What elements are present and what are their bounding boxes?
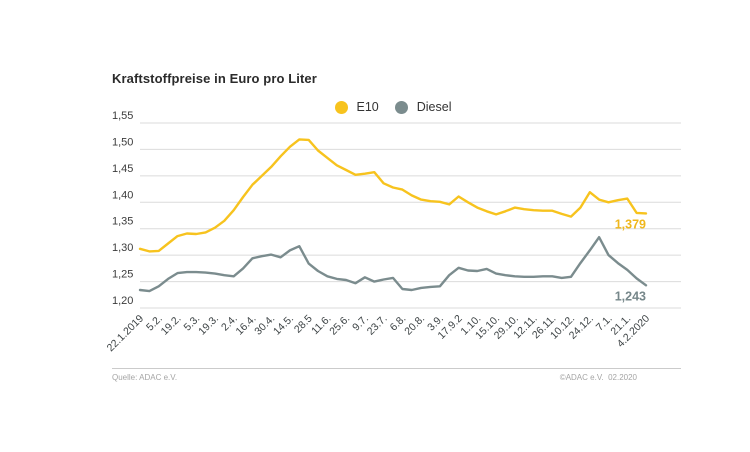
legend: E10 Diesel: [140, 99, 646, 115]
y-axis-tick-label: 1,30: [112, 242, 133, 254]
y-axis-tick-label: 1,35: [112, 216, 133, 228]
copyright-note: ©ADAC e.V. 02.2020: [559, 373, 637, 382]
x-axis-tick-label: 30.4.: [252, 313, 277, 338]
y-axis-tick-label: 1,25: [112, 269, 133, 281]
diesel-end-value-label: 1,243: [615, 289, 646, 303]
diesel-color-dot-icon: [394, 100, 408, 114]
diesel-line: [138, 235, 648, 293]
x-axis-tick-label: 11.6.: [309, 313, 333, 337]
x-axis-tick-label: 16.4.: [234, 313, 259, 338]
legend-item-diesel: Diesel: [394, 100, 452, 114]
legend-item-e10: E10: [334, 100, 379, 114]
e10-line: [138, 138, 648, 253]
legend-label-diesel: Diesel: [416, 100, 452, 114]
y-axis-tick-label: 1,50: [112, 136, 133, 148]
x-axis-tick-label: 22.1.2019: [105, 313, 147, 355]
legend-label-e10: E10: [356, 100, 379, 114]
y-axis-tick-label: 1,45: [112, 163, 133, 175]
y-axis-tick-label: 1,20: [112, 295, 133, 307]
e10-end-value-label: 1,379: [615, 217, 646, 231]
source-note: Quelle: ADAC e.V.: [112, 373, 178, 382]
y-axis-tick-label: 1,55: [112, 110, 133, 122]
x-axis-tick-label: 19.3.: [196, 313, 221, 338]
x-axis-tick-label: 25.6.: [327, 313, 352, 338]
x-axis-tick-label: 19.2.: [159, 313, 184, 338]
x-axis-tick-label: 23.7.: [365, 313, 390, 338]
chart-title: Kraftstoffpreise in Euro pro Liter: [112, 71, 317, 86]
footer-divider: [112, 368, 681, 369]
e10-color-dot-icon: [334, 100, 348, 114]
y-axis-tick-label: 1,40: [112, 189, 133, 201]
x-axis-tick-label: 20.8.: [402, 313, 427, 338]
x-axis-tick-label: 14.5.: [271, 313, 296, 338]
